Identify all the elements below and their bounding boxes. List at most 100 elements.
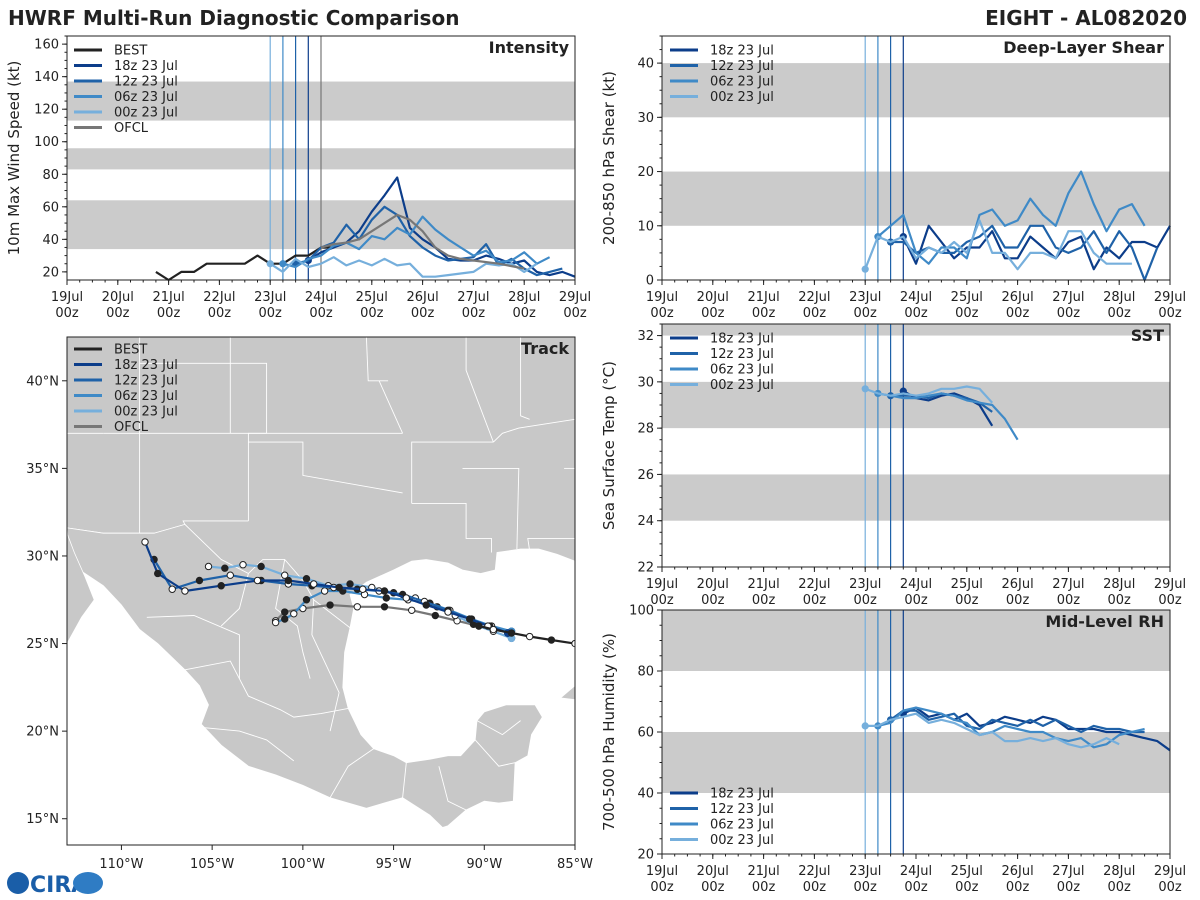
sst-xtick-hour: 00z <box>1006 593 1030 608</box>
rh-series-start-00z-23-jul <box>861 722 869 730</box>
intensity-xtick-label: 23Jul 00z <box>254 290 286 321</box>
intensity-ytick-label: 20 <box>42 265 59 280</box>
intensity-xtick-day: 27Jul <box>457 290 489 305</box>
rh-series-06z-23-jul <box>877 706 1145 749</box>
shear-series-start-00z-23-jul <box>861 265 869 273</box>
track-xtick-label: 95°W <box>376 857 412 872</box>
map-border <box>402 762 407 798</box>
track-line-18z-23-jul <box>143 541 509 635</box>
sst-threshold-band <box>662 324 1170 336</box>
track-point-00z-23-jul <box>346 580 354 588</box>
rh-panel-title: Mid-Level RH <box>1045 612 1164 631</box>
rh-legend-label: 18z 23 Jul <box>710 787 774 802</box>
sst-ytick-label: 28 <box>637 422 654 437</box>
track-legend-label: BEST <box>114 343 147 358</box>
shear-xtick-label: 20Jul 00z <box>697 290 729 321</box>
shear-xtick-hour: 00z <box>1108 306 1132 321</box>
track-panel: 110°W 105°W 100°W 95°W 90°W 85°W 15°N 20°N 25°N 3… <box>26 336 593 872</box>
intensity-xtick-label: 29Jul 00z <box>559 290 591 321</box>
intensity-xtick-day: 24Jul <box>305 290 337 305</box>
shear-xtick-day: 19Jul <box>646 290 678 305</box>
map-border <box>462 467 520 550</box>
sst-xtick-day: 27Jul <box>1052 577 1084 592</box>
track-point-18z-23-jul <box>310 580 318 588</box>
track-point-06z-23-jul <box>382 594 391 602</box>
map-border <box>184 660 282 711</box>
intensity-xtick-hour: 00z <box>360 306 384 321</box>
cira-logo-mark <box>7 872 29 894</box>
sst-xtick-label: 26Jul 00z <box>1001 577 1033 608</box>
track-point-18z-23-jul <box>359 585 367 593</box>
shear-xtick-hour: 00z <box>1057 306 1081 321</box>
sst-ylabel: Sea Surface Temp (°C) <box>600 361 618 530</box>
map-land-cuba <box>559 685 575 701</box>
intensity-xtick-day: 29Jul <box>559 290 591 305</box>
map-border <box>411 502 492 553</box>
sst-series-00z-23-jul <box>864 385 994 404</box>
track-point-ofcl <box>281 608 289 616</box>
track-xtick-label: 85°W <box>557 857 593 872</box>
intensity-xtick-day: 22Jul <box>203 290 235 305</box>
shear-xtick-label: 21Jul 00z <box>747 290 779 321</box>
track-point-18z-23-jul <box>335 583 343 592</box>
intensity-legend-label: 12z 23 Jul <box>114 75 178 90</box>
sst-ytick-label: 26 <box>637 468 654 483</box>
sst-xtick-day: 29Jul <box>1154 577 1186 592</box>
map-border <box>474 739 516 767</box>
sst-xtick-label: 27Jul 00z <box>1052 577 1084 608</box>
intensity-panel-title: Intensity <box>489 38 570 57</box>
shear-xtick-day: 29Jul <box>1154 290 1186 305</box>
sst-xtick-day: 26Jul <box>1001 577 1033 592</box>
shear-xtick-day: 22Jul <box>798 290 830 305</box>
rh-legend-label: 00z 23 Jul <box>710 833 774 848</box>
intensity-legend-label: BEST <box>114 44 147 59</box>
track-point-18z-23-jul <box>380 587 389 595</box>
map-border <box>311 599 340 732</box>
shear-series-06z-23-jul <box>877 170 1146 265</box>
sst-xtick-day: 28Jul <box>1103 577 1135 592</box>
sst-xtick-hour: 00z <box>955 593 979 608</box>
rh-legend-label: 12z 23 Jul <box>710 802 774 817</box>
shear-legend-label: 00z 23 Jul <box>710 90 774 105</box>
intensity-xtick-label: 19Jul 00z <box>51 290 83 321</box>
intensity-ytick-label: 100 <box>34 135 59 150</box>
shear-ylabel: 200-850 hPa Shear (kt) <box>600 71 618 245</box>
intensity-xtick-hour: 00z <box>513 306 537 321</box>
track-legend-label: 12z 23 Jul <box>114 374 178 389</box>
track-map-layer <box>67 337 575 845</box>
intensity-xtick-label: 21Jul 00z <box>152 290 184 321</box>
shear-ytick-label: 20 <box>637 165 654 180</box>
shear-xtick-day: 27Jul <box>1052 290 1084 305</box>
track-point-00z-23-jul <box>239 561 247 569</box>
track-point-18z-23-jul <box>466 615 474 623</box>
intensity-ytick-label: 120 <box>34 103 59 118</box>
storm-id: EIGHT - AL082020 <box>985 6 1187 30</box>
sst-xtick-day: 25Jul <box>951 577 983 592</box>
sst-xtick-hour: 00z <box>1108 593 1132 608</box>
rh-series-12z-23-jul <box>889 709 1145 734</box>
track-legend-label: 00z 23 Jul <box>114 405 178 420</box>
track-xtick-label: 110°W <box>99 857 143 872</box>
shear-ytick-label: 40 <box>637 57 654 72</box>
rh-threshold-band <box>662 610 1170 671</box>
intensity-xtick-day: 25Jul <box>356 290 388 305</box>
rh-xtick-label: 20Jul 00z <box>697 864 729 895</box>
rh-ylabel: 700-500 hPa Humidity (%) <box>600 633 618 831</box>
rh-xtick-hour: 00z <box>1108 880 1132 895</box>
sst-xtick-hour: 00z <box>701 593 725 608</box>
intensity-xtick-hour: 00z <box>462 306 486 321</box>
rh-xtick-day: 27Jul <box>1052 864 1084 879</box>
track-point-06z-23-jul <box>271 618 280 627</box>
track-point-best <box>475 622 483 630</box>
intensity-xtick-day: 28Jul <box>508 290 540 305</box>
intensity-xtick-hour: 00z <box>309 306 333 321</box>
track-legend-label: OFCL <box>114 420 149 435</box>
shear-xtick-day: 24Jul <box>900 290 932 305</box>
track-ytick-label: 15°N <box>26 812 59 827</box>
sst-xtick-day: 24Jul <box>900 577 932 592</box>
rh-xtick-day: 23Jul <box>849 864 881 879</box>
intensity-xtick-day: 19Jul <box>51 290 83 305</box>
rh-xtick-day: 20Jul <box>697 864 729 879</box>
